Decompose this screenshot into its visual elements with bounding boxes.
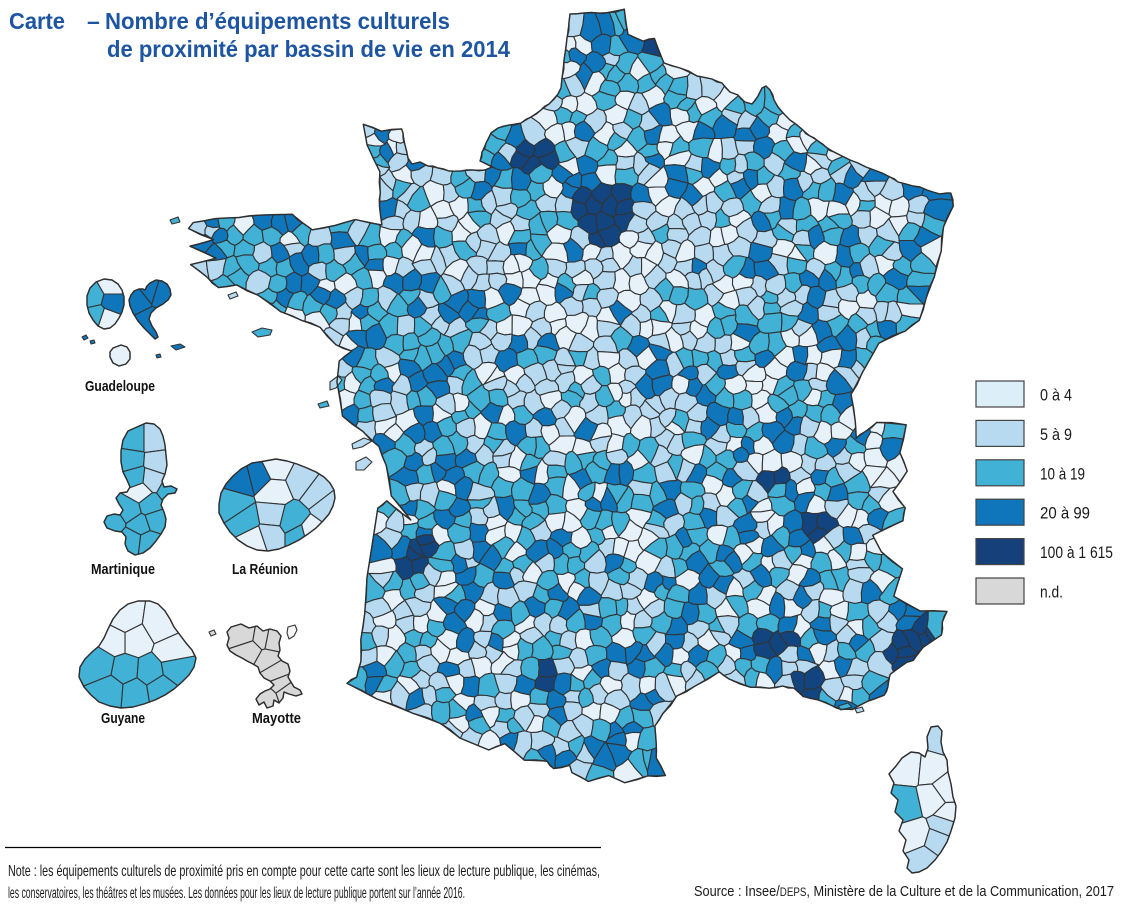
svg-text:Guadeloupe: Guadeloupe	[85, 378, 155, 395]
svg-text:–: –	[87, 8, 100, 34]
svg-text:Nombre d’équipements culturels: Nombre d’équipements culturels	[105, 8, 450, 34]
svg-text:100 à 1 615: 100 à 1 615	[1040, 543, 1113, 562]
svg-text:n.d.: n.d.	[1040, 583, 1063, 602]
svg-text:Carte: Carte	[9, 8, 65, 34]
svg-text:20 à 99: 20 à 99	[1040, 504, 1090, 523]
svg-text:0 à 4: 0 à 4	[1040, 386, 1072, 405]
svg-text:de proximité par bassin de vie: de proximité par bassin de vie en 2014	[107, 36, 510, 62]
svg-text:Martinique: Martinique	[91, 561, 155, 578]
svg-text:Mayotte: Mayotte	[252, 710, 301, 727]
svg-text:La Réunion: La Réunion	[232, 561, 298, 578]
svg-text:10 à 19: 10 à 19	[1040, 464, 1085, 483]
svg-text:Source : Insee/DEPS, Ministère: Source : Insee/DEPS, Ministère de la Cul…	[694, 883, 1114, 900]
svg-text:Guyane: Guyane	[101, 710, 145, 727]
svg-text:Note : les équipements culture: Note : les équipements culturels de prox…	[8, 863, 600, 880]
svg-text:5 à 9: 5 à 9	[1040, 425, 1072, 444]
svg-text:les conservatoires, les théâtr: les conservatoires, les théâtres et les …	[8, 885, 465, 902]
